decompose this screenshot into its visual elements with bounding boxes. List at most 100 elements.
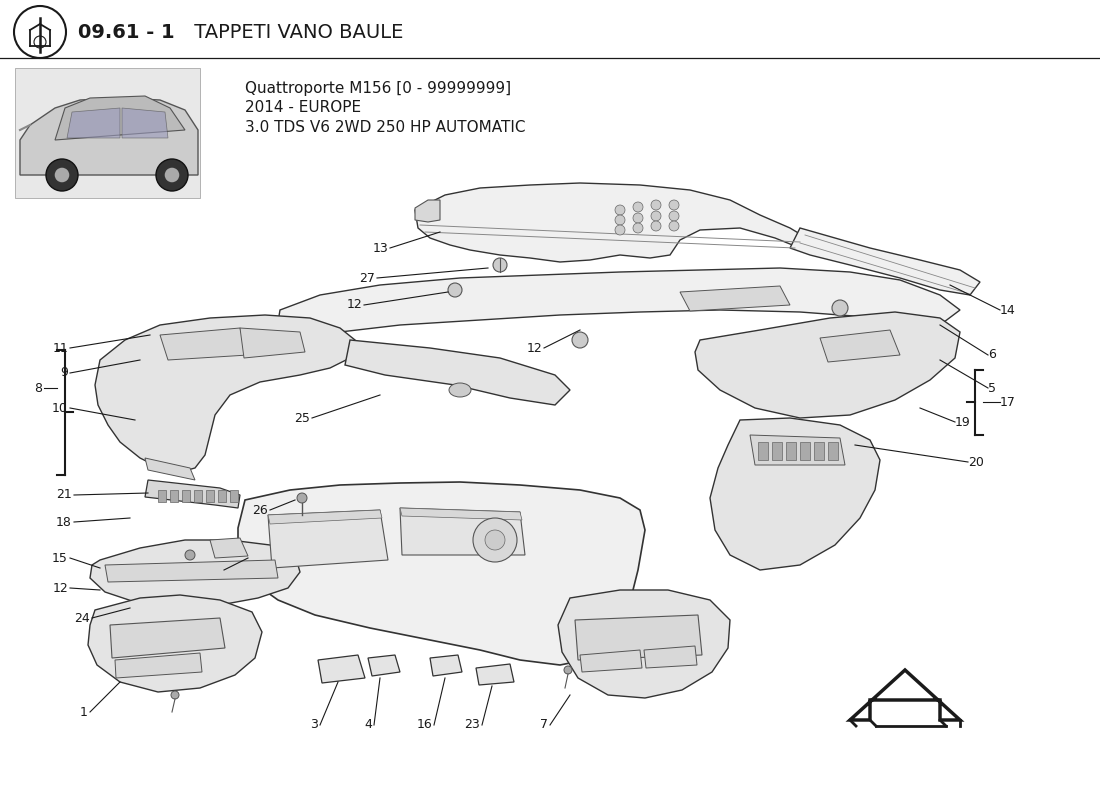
Circle shape xyxy=(669,221,679,231)
Circle shape xyxy=(632,213,644,223)
Circle shape xyxy=(651,211,661,221)
Circle shape xyxy=(54,167,70,183)
Polygon shape xyxy=(122,108,168,138)
Polygon shape xyxy=(67,108,120,138)
Polygon shape xyxy=(278,268,960,332)
Text: 15: 15 xyxy=(52,551,68,565)
Text: 5: 5 xyxy=(988,382,996,394)
Polygon shape xyxy=(430,655,462,676)
Text: 6: 6 xyxy=(988,349,996,362)
Text: 25: 25 xyxy=(294,411,310,425)
Polygon shape xyxy=(345,340,570,405)
Polygon shape xyxy=(55,96,185,140)
Polygon shape xyxy=(790,228,980,295)
Polygon shape xyxy=(710,418,880,570)
Circle shape xyxy=(473,518,517,562)
Polygon shape xyxy=(772,442,782,460)
Polygon shape xyxy=(680,286,790,311)
Text: 7: 7 xyxy=(540,718,548,731)
Polygon shape xyxy=(575,615,702,660)
Polygon shape xyxy=(145,480,240,508)
Text: 3: 3 xyxy=(310,718,318,731)
Text: Quattroporte M156 [0 - 99999999]: Quattroporte M156 [0 - 99999999] xyxy=(245,81,512,95)
Text: 17: 17 xyxy=(1000,395,1016,409)
Text: 22: 22 xyxy=(207,563,222,577)
Circle shape xyxy=(615,205,625,215)
Text: 8: 8 xyxy=(34,382,42,394)
Circle shape xyxy=(448,283,462,297)
Circle shape xyxy=(485,530,505,550)
Text: 13: 13 xyxy=(372,242,388,254)
Circle shape xyxy=(615,215,625,225)
Circle shape xyxy=(632,223,644,233)
Polygon shape xyxy=(415,200,440,222)
Polygon shape xyxy=(145,458,195,480)
Ellipse shape xyxy=(449,383,471,397)
Polygon shape xyxy=(318,655,365,683)
Circle shape xyxy=(46,159,78,191)
Polygon shape xyxy=(786,442,796,460)
Polygon shape xyxy=(415,183,810,262)
Polygon shape xyxy=(206,490,214,502)
Polygon shape xyxy=(750,435,845,465)
Circle shape xyxy=(651,221,661,231)
Text: 18: 18 xyxy=(56,515,72,529)
Polygon shape xyxy=(170,490,178,502)
Text: 24: 24 xyxy=(75,611,90,625)
Circle shape xyxy=(493,258,507,272)
Polygon shape xyxy=(850,670,960,720)
Text: 10: 10 xyxy=(52,402,68,414)
Circle shape xyxy=(564,666,572,674)
Polygon shape xyxy=(110,618,226,658)
Text: 21: 21 xyxy=(56,489,72,502)
Polygon shape xyxy=(95,315,355,472)
Polygon shape xyxy=(230,490,238,502)
Text: 3.0 TDS V6 2WD 250 HP AUTOMATIC: 3.0 TDS V6 2WD 250 HP AUTOMATIC xyxy=(245,121,526,135)
Text: 26: 26 xyxy=(252,503,268,517)
Text: 14: 14 xyxy=(1000,303,1015,317)
Polygon shape xyxy=(240,328,305,358)
Circle shape xyxy=(615,225,625,235)
Text: 12: 12 xyxy=(526,342,542,354)
Text: 23: 23 xyxy=(464,718,480,731)
Polygon shape xyxy=(20,98,198,175)
Polygon shape xyxy=(814,442,824,460)
Polygon shape xyxy=(820,330,900,362)
Text: 16: 16 xyxy=(416,718,432,731)
Polygon shape xyxy=(828,442,838,460)
Polygon shape xyxy=(104,560,278,582)
FancyBboxPatch shape xyxy=(15,68,200,198)
Polygon shape xyxy=(116,653,202,678)
Polygon shape xyxy=(210,538,248,558)
Polygon shape xyxy=(158,490,166,502)
Polygon shape xyxy=(160,328,248,360)
Text: 9: 9 xyxy=(60,366,68,379)
Circle shape xyxy=(185,550,195,560)
Polygon shape xyxy=(268,510,382,524)
Circle shape xyxy=(156,159,188,191)
Polygon shape xyxy=(368,655,400,676)
Circle shape xyxy=(669,200,679,210)
Polygon shape xyxy=(400,508,522,520)
Polygon shape xyxy=(194,490,202,502)
Text: 19: 19 xyxy=(955,415,970,429)
Text: 20: 20 xyxy=(968,455,983,469)
Text: 4: 4 xyxy=(364,718,372,731)
Polygon shape xyxy=(88,595,262,692)
Circle shape xyxy=(832,300,848,316)
Circle shape xyxy=(632,202,644,212)
Polygon shape xyxy=(558,590,730,698)
Circle shape xyxy=(669,211,679,221)
Text: 12: 12 xyxy=(53,582,68,594)
Circle shape xyxy=(297,493,307,503)
Circle shape xyxy=(651,200,661,210)
Text: 09.61 - 1: 09.61 - 1 xyxy=(78,22,175,42)
Circle shape xyxy=(170,691,179,699)
Text: 2014 - EUROPE: 2014 - EUROPE xyxy=(245,101,361,115)
Polygon shape xyxy=(580,650,642,672)
Polygon shape xyxy=(238,482,645,665)
Polygon shape xyxy=(758,442,768,460)
Circle shape xyxy=(572,332,588,348)
Polygon shape xyxy=(695,312,960,418)
Circle shape xyxy=(164,167,180,183)
